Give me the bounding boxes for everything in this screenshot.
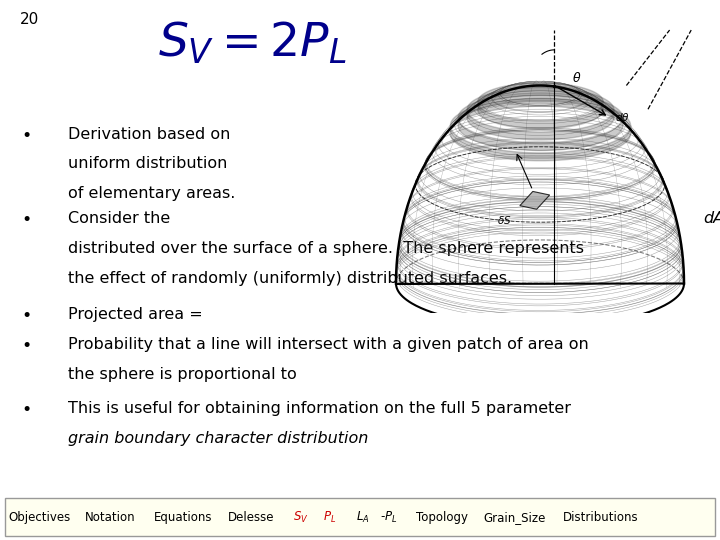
Text: Notation: Notation: [85, 510, 135, 524]
Text: the sphere is proportional to: the sphere is proportional to: [68, 367, 302, 382]
Text: Equations: Equations: [154, 510, 212, 524]
Text: Projected area =: Projected area =: [68, 307, 208, 322]
Text: Delesse: Delesse: [228, 510, 275, 524]
Text: Consider the: Consider the: [68, 211, 176, 226]
Text: $\theta$: $\theta$: [572, 71, 581, 85]
FancyBboxPatch shape: [5, 498, 715, 536]
Polygon shape: [520, 192, 549, 209]
Text: •: •: [22, 307, 32, 325]
Text: •: •: [22, 211, 32, 229]
Text: $P_L$: $P_L$: [323, 510, 336, 524]
Text: uniform distribution: uniform distribution: [68, 157, 228, 172]
Text: $\delta S$: $\delta S$: [497, 214, 511, 226]
Text: $L_A$: $L_A$: [356, 510, 370, 524]
Text: •: •: [22, 401, 32, 419]
Text: Distributions: Distributions: [563, 510, 639, 524]
Text: distributed over the surface of a sphere.  The sphere represents: distributed over the surface of a sphere…: [68, 241, 585, 256]
Text: dA: dA: [703, 211, 720, 226]
Text: Topology: Topology: [416, 510, 468, 524]
Text: $S_V$: $S_V$: [293, 510, 309, 524]
Text: Objectives: Objectives: [9, 510, 71, 524]
Text: $d\theta$: $d\theta$: [615, 111, 629, 123]
Text: Grain_Size: Grain_Size: [484, 510, 546, 524]
Text: $S_V = 2P_L$: $S_V = 2P_L$: [158, 20, 347, 66]
Text: •: •: [22, 337, 32, 355]
Text: •: •: [22, 127, 32, 145]
Text: of elementary areas.: of elementary areas.: [68, 186, 235, 201]
Text: Probability that a line will intersect with a given patch of area on: Probability that a line will intersect w…: [68, 337, 589, 352]
Text: Derivation based on: Derivation based on: [68, 127, 231, 141]
Text: -$P_L$: -$P_L$: [380, 510, 397, 524]
Text: grain boundary character distribution: grain boundary character distribution: [68, 431, 369, 445]
Text: 20: 20: [19, 12, 39, 28]
Text: This is useful for obtaining information on the full 5 parameter: This is useful for obtaining information…: [68, 401, 572, 416]
Text: the effect of randomly (uniformly) distributed surfaces.: the effect of randomly (uniformly) distr…: [68, 271, 513, 286]
